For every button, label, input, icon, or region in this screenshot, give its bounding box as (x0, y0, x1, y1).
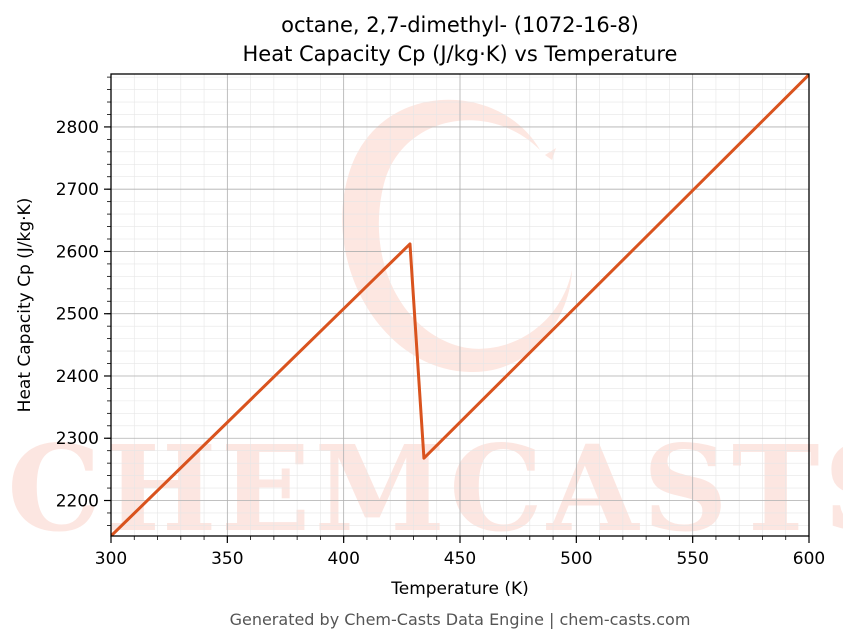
x-tick-label: 400 (327, 549, 359, 569)
x-tick-label: 300 (95, 549, 127, 569)
y-tick-label: 2800 (56, 118, 99, 138)
y-tick-label: 2700 (56, 180, 99, 200)
y-tick-label: 2500 (56, 305, 99, 325)
x-tick-label: 550 (676, 549, 708, 569)
watermark-logo (342, 99, 572, 373)
x-tick-label: 500 (560, 549, 592, 569)
footer-credit: Generated by Chem-Casts Data Engine | ch… (230, 610, 691, 629)
x-axis-label: Temperature (K) (390, 579, 529, 599)
x-tick-label: 450 (444, 549, 476, 569)
y-tick-label: 2300 (56, 429, 99, 449)
y-axis-label: Heat Capacity Cp (J/kg·K) (15, 198, 35, 413)
y-tick-label: 2600 (56, 242, 99, 262)
x-tick-label: 600 (793, 549, 825, 569)
y-tick-label: 2400 (56, 367, 99, 387)
chart-subtitle: Heat Capacity Cp (J/kg·K) vs Temperature (243, 42, 678, 66)
watermark-text: CHEMCASTS (7, 419, 843, 558)
x-tick-label: 350 (211, 549, 243, 569)
ticks-layer: 300 350 400 450 500 550 600 2200 2300 2400 2500 260… (56, 76, 825, 569)
chart-title: octane, 2,7-dimethyl- (1072-16-8) (281, 13, 639, 37)
series-layer (111, 74, 809, 536)
series-line (111, 74, 809, 536)
y-tick-label: 2200 (56, 492, 99, 512)
